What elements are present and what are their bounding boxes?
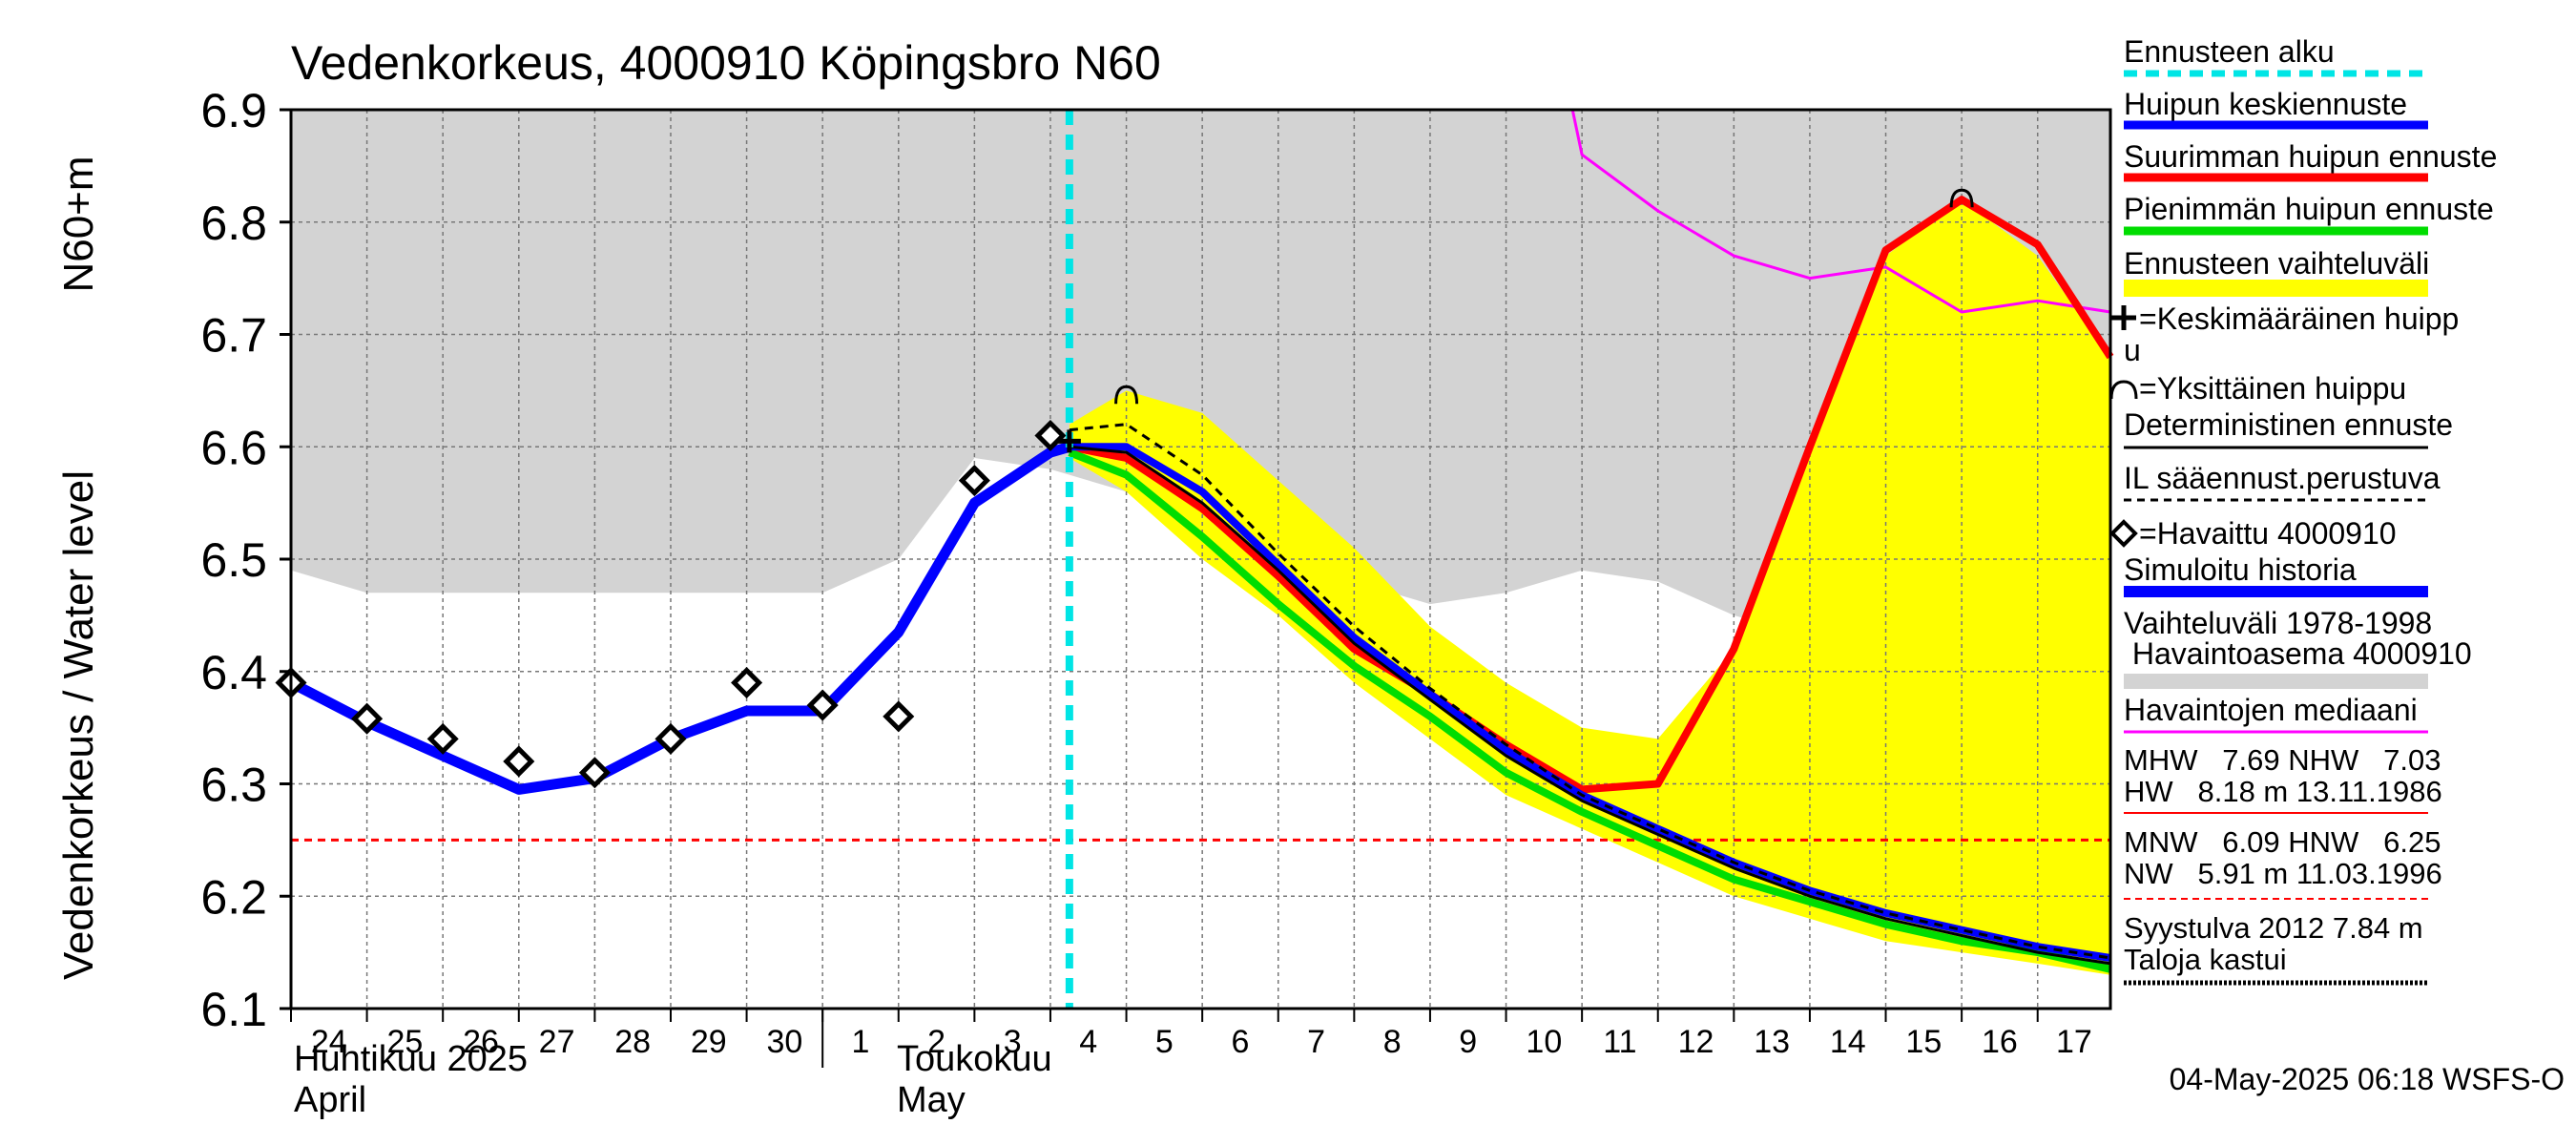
observed-point	[958, 465, 990, 497]
band-ffff00	[1069, 199, 2110, 975]
x-tick-label: 7	[1307, 1024, 1325, 1060]
series-line	[1570, 109, 2111, 314]
x-tick-label: 16	[1982, 1024, 2018, 1060]
legend-item-label: Simuloitu historia	[2124, 552, 2357, 587]
observed-point	[1034, 419, 1067, 452]
observed-point	[806, 689, 839, 721]
single-peak-marker	[1114, 385, 1139, 405]
arc-symbol-icon	[2109, 380, 2138, 400]
legend-swatch	[2124, 280, 2428, 297]
x-tick-label: 4	[1079, 1024, 1097, 1060]
legend-item-label: Havaintojen mediaani	[2124, 693, 2418, 727]
x-tick-label: 14	[1830, 1024, 1866, 1060]
x-tick-label: 1	[852, 1024, 870, 1060]
month-label-may-en: May	[897, 1080, 966, 1120]
legend-stats-nw: NW 5.91 m 11.03.1996	[2124, 857, 2442, 890]
series-line	[1069, 445, 2111, 966]
legend-item-label: Huipun keskiennuste	[2124, 87, 2407, 121]
legend-item-label: =Keskimääräinen huipp	[2139, 302, 2459, 336]
legend-item-label: Deterministinen ennuste	[2124, 407, 2453, 442]
observed-point	[426, 722, 459, 755]
timestamp: 04-May-2025 06:18 WSFS-O	[2170, 1062, 2565, 1096]
legend-item-label: =Havaittu 4000910	[2139, 516, 2397, 551]
x-tick-label: 2	[927, 1024, 945, 1060]
x-tick-label: 15	[1905, 1024, 1942, 1060]
y-tick-label: 6.1	[200, 983, 267, 1036]
month-label-may-fi: Toukokuu	[897, 1039, 1052, 1079]
legend-stats-syystulva: Syystulva 2012 7.84 m	[2124, 911, 2423, 945]
observed-point	[731, 666, 763, 699]
x-tick-label: 26	[463, 1024, 499, 1060]
legend-item-label: u	[2124, 333, 2141, 367]
x-tick-label: 17	[2056, 1024, 2092, 1060]
x-tick-label: 9	[1459, 1024, 1477, 1060]
legend-item-label: IL sääennust.perustuva	[2124, 461, 2441, 495]
y-tick-label: 6.3	[200, 759, 267, 812]
y-tick-label: 6.7	[200, 309, 267, 363]
legend: Ennusteen alku Huipun keskiennuste Suuri…	[2109, 34, 2497, 986]
observed-point	[503, 745, 535, 778]
x-tick-label: 30	[766, 1024, 802, 1060]
x-tick-label: 10	[1526, 1024, 1562, 1060]
x-tick-label: 11	[1603, 1024, 1636, 1060]
legend-item-label: Pienimmän huipun ennuste	[2124, 192, 2494, 226]
series-line	[288, 442, 1071, 795]
y-tick-label: 6.8	[200, 197, 267, 250]
y-tick-label: 6.6	[200, 421, 267, 474]
diamond-symbol-icon	[2109, 519, 2138, 548]
legend-stats-mhw: MHW 7.69 NHW 7.03	[2124, 743, 2441, 777]
mean-peak-marker	[1057, 429, 1081, 453]
legend-item-label: Havaintoasema 4000910	[2124, 636, 2472, 671]
x-tick-label: 24	[311, 1024, 347, 1060]
series-line	[1068, 448, 2111, 973]
legend-stats-taloja: Taloja kastui	[2124, 943, 2287, 976]
y-tick-label: 6.4	[200, 646, 267, 699]
x-tick-label: 29	[691, 1024, 727, 1060]
observed-point	[351, 702, 384, 735]
x-tick-label: 12	[1678, 1024, 1714, 1060]
x-tick-label: 27	[539, 1024, 575, 1060]
x-tick-label: 3	[1004, 1024, 1022, 1060]
y-axis-label: Vedenkorkeus / Water level	[55, 470, 102, 980]
y-tick-label: 6.2	[200, 870, 267, 924]
legend-item-label: Ennusteen vaihteluväli	[2124, 246, 2429, 281]
month-label-april-fi: Huhtikuu 2025	[294, 1039, 528, 1079]
legend-item-label: Ennusteen alku	[2124, 34, 2335, 69]
observed-point	[654, 722, 687, 755]
x-tick-label: 8	[1383, 1024, 1402, 1060]
band-d3d3d3	[291, 110, 2110, 695]
chart-title: Vedenkorkeus, 4000910 Köpingsbro N60	[291, 36, 1161, 90]
x-tick-label: 25	[386, 1024, 423, 1060]
month-label-april-en: April	[294, 1080, 366, 1120]
axes: 6.16.26.36.46.56.66.76.86.924 25 26 27 28 29 3…	[200, 84, 2092, 1068]
x-tick-label: 5	[1155, 1024, 1174, 1060]
legend-item-label: Vaihteluväli 1978-1998	[2124, 606, 2432, 640]
legend-item-label: =Yksittäinen huippu	[2139, 371, 2406, 406]
x-tick-label: 13	[1754, 1024, 1790, 1060]
plot-area	[275, 109, 2114, 1010]
x-tick-label: 28	[614, 1024, 651, 1060]
series-line	[1069, 423, 2111, 960]
y-tick-label: 6.9	[200, 84, 267, 137]
x-tick-label: 6	[1231, 1024, 1249, 1060]
y-axis-unit: N60+m	[55, 156, 102, 292]
y-tick-label: 6.5	[200, 533, 267, 587]
single-peak-marker	[1949, 188, 1974, 208]
observed-point	[883, 700, 915, 733]
plus-symbol-icon	[2111, 305, 2136, 330]
legend-item-label: Suurimman huipun ennuste	[2124, 139, 2497, 174]
legend-swatch	[2124, 674, 2428, 689]
observed-point	[578, 757, 611, 789]
legend-stats-hw: HW 8.18 m 13.11.1986	[2124, 775, 2442, 808]
series-line	[1069, 196, 2114, 794]
legend-stats-mnw: MNW 6.09 HNW 6.25	[2124, 825, 2441, 859]
